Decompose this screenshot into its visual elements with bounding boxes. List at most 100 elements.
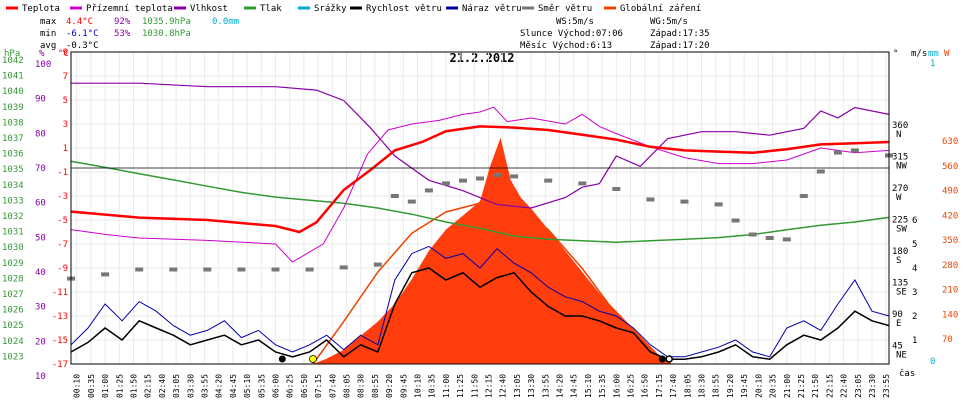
temperature-tick: -17 bbox=[52, 360, 68, 370]
time-tick: 14:20 bbox=[556, 374, 565, 398]
time-tick: 16:50 bbox=[641, 374, 650, 398]
time-tick: 00:10 bbox=[73, 374, 82, 398]
info-moon-set: Západ:17:20 bbox=[650, 41, 710, 51]
wind-direction-mark bbox=[748, 232, 757, 237]
wind-direction-mark bbox=[271, 267, 280, 272]
stat-avg-label: avg bbox=[40, 41, 56, 51]
hpa-tick: 1026 bbox=[2, 306, 24, 316]
time-tick: 03:55 bbox=[201, 374, 210, 398]
hpa-tick: 1025 bbox=[2, 321, 24, 331]
rain-tick: 1 bbox=[930, 59, 935, 69]
plot-frame bbox=[70, 51, 890, 365]
legend-label: Náraz větru bbox=[462, 4, 522, 14]
wind-direction-mark bbox=[799, 194, 808, 198]
temperature-tick: 3 bbox=[63, 120, 68, 130]
wind-direction-mark bbox=[680, 199, 689, 204]
sunset-marker bbox=[665, 355, 673, 363]
temperature-tick: 7 bbox=[63, 72, 68, 82]
time-tick: 13:55 bbox=[541, 374, 550, 398]
info-moon-rise: Měsíc Východ:6:13 bbox=[520, 41, 612, 51]
wind-speed-tick: 1 bbox=[912, 336, 917, 346]
time-tick: 02:40 bbox=[158, 374, 167, 398]
direction-name-tick: E bbox=[896, 319, 901, 329]
hpa-tick: 1040 bbox=[2, 87, 24, 97]
time-tick: 21:00 bbox=[783, 374, 792, 398]
wind-direction-mark bbox=[407, 199, 416, 204]
radiation-tick: 490 bbox=[942, 187, 958, 197]
series-theoretical-radiation bbox=[312, 201, 672, 365]
wind-direction-mark bbox=[510, 174, 519, 179]
stat-max-pressure: 1035.9hPa bbox=[142, 17, 191, 27]
time-tick: 03:30 bbox=[186, 374, 195, 398]
stat-max-temp: 4.4°C bbox=[66, 17, 93, 27]
wind-speed-tick: 2 bbox=[912, 312, 917, 322]
radiation-area bbox=[312, 137, 672, 365]
temperature-tick: -1 bbox=[57, 168, 68, 178]
temperature-tick: 5 bbox=[63, 96, 68, 106]
wind-direction-mark bbox=[203, 267, 212, 272]
hpa-tick: 1024 bbox=[2, 337, 24, 347]
wind-direction-mark bbox=[135, 267, 144, 272]
time-tick: 15:10 bbox=[584, 374, 593, 398]
astro-info-block: WS:5m/s WG:5m/s Slunce Východ:07:06 Zápa… bbox=[520, 17, 710, 51]
temperature-tick: 1 bbox=[63, 144, 68, 154]
radiation-tick: 350 bbox=[942, 236, 958, 246]
humidity-tick: 80 bbox=[35, 129, 46, 139]
wind-direction-mark bbox=[493, 173, 501, 177]
time-tick: 12:15 bbox=[485, 374, 494, 398]
direction-degree-tick: 360 bbox=[892, 121, 908, 131]
info-wind-speed: WS:5m/s bbox=[556, 17, 594, 27]
series-lines bbox=[67, 82, 893, 363]
stat-min-humidity: 53% bbox=[114, 29, 131, 39]
time-tick: 13:05 bbox=[513, 374, 522, 398]
time-tick: 06:50 bbox=[300, 374, 309, 398]
unit-degrees: ° bbox=[893, 49, 898, 59]
time-tick: 22:40 bbox=[840, 374, 849, 398]
time-tick: 09:45 bbox=[399, 374, 408, 398]
radiation-tick: 70 bbox=[942, 335, 953, 345]
time-tick: 18:55 bbox=[712, 374, 721, 398]
radiation-tick: 630 bbox=[942, 137, 958, 147]
direction-degree-tick: 135 bbox=[892, 279, 908, 289]
time-tick: 11:00 bbox=[442, 374, 451, 398]
chart-grid bbox=[71, 51, 889, 365]
stat-max-label: max bbox=[40, 17, 57, 27]
time-tick: 07:40 bbox=[328, 374, 337, 398]
series-radiation-area bbox=[313, 137, 671, 364]
wind-direction-mark bbox=[646, 197, 655, 202]
hpa-tick: 1034 bbox=[2, 181, 24, 191]
wind-direction-mark bbox=[731, 218, 740, 223]
time-tick: 06:25 bbox=[286, 374, 295, 398]
time-tick: 18:30 bbox=[698, 374, 707, 398]
time-tick: 04:20 bbox=[215, 374, 224, 398]
time-tick: 09:20 bbox=[385, 374, 394, 398]
time-tick: 08:30 bbox=[357, 374, 366, 398]
hpa-tick: 1038 bbox=[2, 118, 24, 128]
time-tick: 17:40 bbox=[669, 374, 678, 398]
time-tick: 04:45 bbox=[229, 374, 238, 398]
direction-name-tick: NW bbox=[896, 162, 907, 172]
stat-max-rain: 0.0mm bbox=[212, 17, 239, 27]
unit-percent: % bbox=[39, 49, 45, 59]
radiation-tick: 140 bbox=[942, 310, 958, 320]
temperature-tick: -7 bbox=[57, 240, 68, 250]
humidity-tick: 20 bbox=[35, 337, 46, 347]
series-ground-temperature bbox=[70, 106, 890, 263]
direction-name-tick: NE bbox=[896, 351, 907, 361]
unit-celsius: °C bbox=[58, 49, 69, 59]
legend-label: Rychlost větru bbox=[366, 4, 442, 14]
temperature-tick: -9 bbox=[57, 264, 68, 274]
chart-title: 21.2.2012 bbox=[449, 51, 514, 65]
series-wind-speed bbox=[70, 267, 890, 360]
hpa-tick: 1037 bbox=[2, 134, 24, 144]
legend-label: Globální záření bbox=[620, 4, 701, 14]
wind-direction-mark bbox=[101, 272, 110, 277]
time-tick: 13:30 bbox=[527, 374, 536, 398]
hpa-tick: 1028 bbox=[2, 274, 24, 284]
radiation-tick: 560 bbox=[942, 162, 958, 172]
temperature-tick: 9 bbox=[63, 48, 68, 58]
direction-degree-tick: 180 bbox=[892, 247, 908, 257]
time-tick: 12:40 bbox=[499, 374, 508, 398]
time-tick: 11:50 bbox=[470, 374, 479, 398]
